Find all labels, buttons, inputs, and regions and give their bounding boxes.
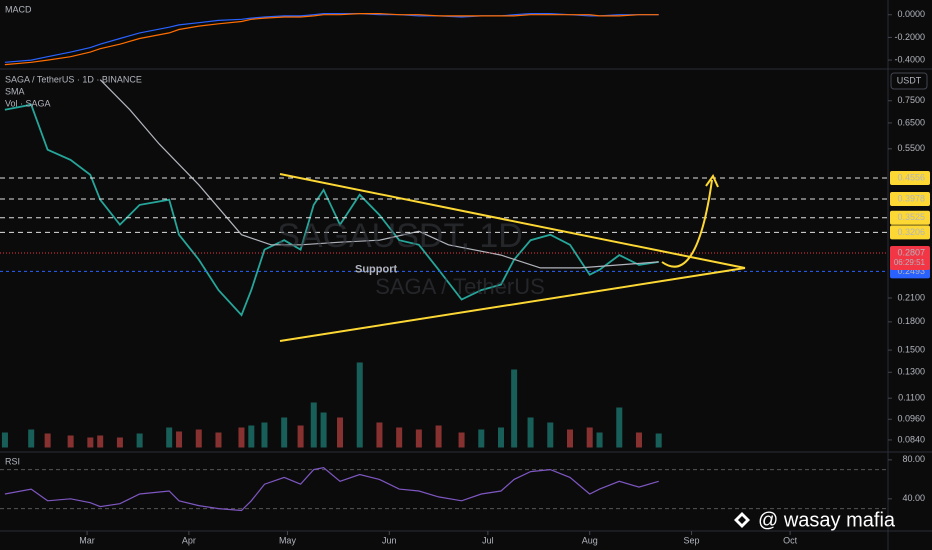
volume-bar [297,425,304,448]
y-tick-label: 0.5500 [897,143,925,153]
volume-bar [281,417,288,448]
volume-bar [511,369,518,448]
series-line [99,79,659,269]
series-line [4,103,659,317]
volume-bar [44,433,51,448]
volume-bar [458,432,465,448]
arrow-head [705,173,719,188]
x-tick-label: Sep [684,535,700,545]
countdown: 06:29:51 [894,258,926,267]
y-tick-label: 80.00 [902,454,925,464]
watermark: SAGAUSDT, 1D [277,217,523,255]
triangle-lower [279,267,746,342]
volume-bar [176,431,183,448]
level-box [890,192,930,207]
unit-box [890,72,928,90]
series-line [4,13,659,63]
y-tick-label: -0.2000 [894,32,925,42]
series-line [4,467,659,512]
level-label: 0.3525 [897,212,925,222]
support-value: 0.2493 [897,266,925,276]
y-tick-label: -0.4000 [894,54,925,64]
volume-bar [596,432,603,448]
volume-bar [238,427,245,448]
volume-bar [116,437,123,448]
y-tick-label: 0.1300 [897,367,925,377]
y-tick-label: 0.1800 [897,316,925,326]
volume-bar [310,402,317,448]
x-tick-label: Apr [182,535,196,545]
volume-bar [566,429,573,448]
x-tick-label: May [279,535,297,545]
level-box [890,225,930,240]
volume-bar [415,429,422,448]
plot-layer: 0.7500 0.6500 0.5500 0.2100 0.1800 0.1500 0.13… [0,9,930,545]
volume-bar [337,417,344,448]
y-tick-label: 40.00 [902,493,925,503]
legend-volume: Vol · SAGA [5,98,51,108]
series-line [4,13,659,66]
volume-bar [396,427,403,448]
breakout-arrow [661,179,713,268]
volume-bar [655,433,662,448]
volume-bar [635,432,642,448]
support-label: Support [355,263,397,275]
last-price-box [890,246,930,271]
volume-bar [261,422,268,448]
volume-bar [497,427,504,448]
credit-logo [734,512,750,528]
x-tick-label: Oct [783,535,798,545]
level-label: 0.4556 [897,172,925,182]
volume-bar [527,417,534,448]
y-tick-label: 0.1500 [897,344,925,354]
last-price: 0.2807 [897,247,925,257]
level-box [890,170,930,185]
volume-bar [478,429,485,448]
unit-label: USDT [897,75,922,85]
volume-bar [248,425,255,448]
pane-title: RSI [5,456,20,466]
volume-bar [356,362,363,448]
chart-title: SAGA / TetherUS · 1D · BINANCE [5,74,142,84]
x-tick-label: Aug [582,535,598,545]
y-tick-label: 0.7500 [897,95,925,105]
credit: @ wasay mafia [758,509,896,531]
pane-title: MACD [5,4,32,14]
volume-bar [616,407,623,448]
y-tick-label: 0.6500 [897,117,925,127]
volume-bar [166,427,173,448]
volume-bar [376,422,383,448]
y-tick-label: 0.1100 [898,393,925,403]
volume-bar [97,435,104,448]
y-tick-label: 0.0840 [897,434,925,444]
volume-bar [87,437,94,448]
watermark: SAGA / TetherUS [375,274,545,299]
level-label: 0.3206 [897,227,925,237]
volume-bar [435,425,442,448]
level-box [890,210,930,225]
volume-bar [547,422,554,448]
y-tick-label: 0.0000 [897,9,925,19]
x-tick-label: Mar [79,535,95,545]
x-tick-label: Jul [482,535,494,545]
volume-bar [586,427,593,448]
volume-bar [67,435,74,448]
volume-bar [195,429,202,448]
x-tick-label: Jun [382,535,397,545]
volume-bar [320,412,327,448]
y-tick-label: 0.0960 [897,414,925,424]
volume-bar [1,432,8,448]
volume-bar [136,433,143,448]
triangle-upper [279,173,746,269]
volume-bar [28,429,35,448]
level-label: 0.3978 [897,193,925,203]
volume-bar [215,432,222,448]
legend-sma: SMA [5,86,25,96]
y-tick-label: 0.2100 [897,292,925,302]
